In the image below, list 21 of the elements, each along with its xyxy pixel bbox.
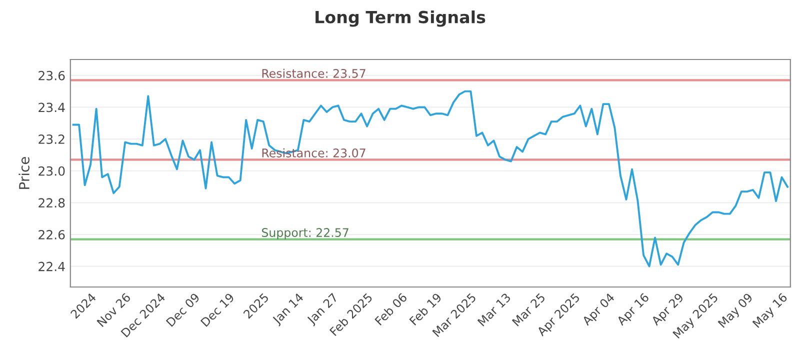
- y-tick-label: 22.4: [38, 262, 65, 272]
- y-tick-label: 22.8: [38, 198, 65, 208]
- ref-line-label: Resistance: 23.57: [262, 68, 366, 78]
- line-series: [72, 90, 788, 268]
- y-axis-title: Price: [18, 157, 30, 189]
- x-tick-label: Dec 19: [200, 292, 235, 327]
- x-tick-label: Apr 16: [616, 292, 652, 328]
- chart-title: Long Term Signals: [316, 10, 486, 27]
- x-tick-label: Feb 06: [374, 292, 408, 326]
- x-tick-label: Apr 04: [581, 292, 617, 328]
- x-tick-label: Jan 14: [272, 292, 306, 326]
- y-tick-label: 23.6: [38, 70, 65, 80]
- y-tick-label: 23.2: [38, 134, 64, 144]
- ref-line-label: Resistance: 23.07: [262, 148, 366, 158]
- y-tick-label: 23.4: [38, 102, 65, 112]
- x-tick-label: Dec 09: [166, 292, 200, 327]
- x-tick-label: Mar 25: [512, 292, 546, 327]
- ref-line-label: Support: 22.57: [262, 228, 348, 240]
- y-tick-label: 23.0: [38, 166, 65, 176]
- x-tick-label: Mar 13: [477, 292, 512, 327]
- y-tick-label: 22.6: [38, 230, 65, 240]
